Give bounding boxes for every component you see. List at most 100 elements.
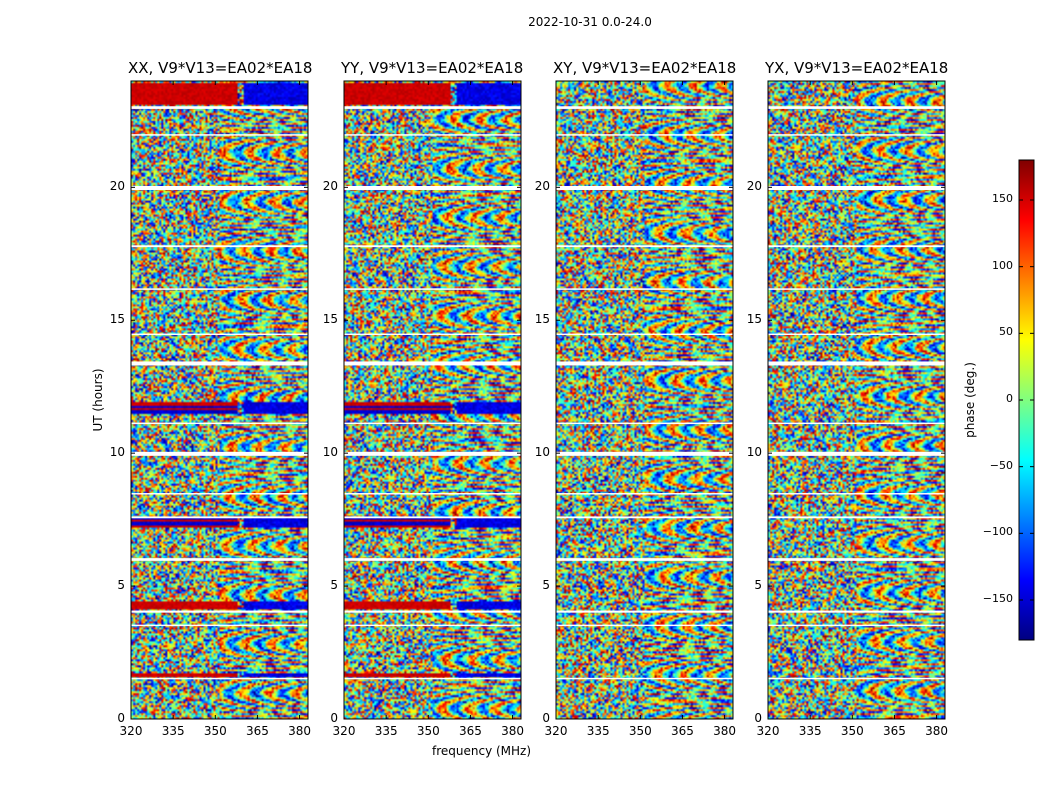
data-gap-band <box>768 451 945 456</box>
data-gap-band <box>556 610 733 613</box>
x-tick-label: 320 <box>756 724 780 738</box>
data-gap-band <box>768 422 945 425</box>
data-gap-band <box>556 333 733 336</box>
y-tick-label: 5 <box>754 578 762 593</box>
x-tick-label: 335 <box>374 724 398 738</box>
x-tick-label: 365 <box>882 724 906 738</box>
y-tick-label: 15 <box>109 312 125 327</box>
data-gap-band <box>768 361 945 366</box>
data-gap-band <box>556 558 733 561</box>
phase-heatmap-1 <box>131 81 308 719</box>
colorbar <box>1018 159 1035 641</box>
data-gap-band <box>556 451 733 456</box>
y-tick-label: 0 <box>754 711 762 725</box>
phase-heatmap-2 <box>344 81 521 719</box>
colorbar-tick-label: −100 <box>982 525 1013 539</box>
colorbar-tick-label: 150 <box>992 192 1013 205</box>
data-gap-band <box>344 677 521 680</box>
colorbar-tick-label: 100 <box>992 258 1013 272</box>
colorbar-tick-label: −50 <box>989 458 1013 472</box>
data-gap-band <box>768 186 945 190</box>
colorbar-tick-label: −150 <box>982 592 1013 605</box>
x-tick-label: 365 <box>458 724 482 738</box>
y-tick-label: 15 <box>322 312 338 327</box>
y-tick-label: 0 <box>117 711 125 725</box>
y-tick-label: 0 <box>542 711 550 725</box>
y-tick-label: 20 <box>534 179 550 194</box>
data-gap-band <box>556 493 733 495</box>
data-gap-band <box>344 422 521 425</box>
x-tick-label: 350 <box>628 724 652 738</box>
data-gap-band <box>344 361 521 366</box>
x-tick-label: 320 <box>544 724 568 738</box>
panel-frame <box>767 80 946 720</box>
data-gap-band <box>768 516 945 519</box>
x-tick-label: 320 <box>332 724 356 738</box>
x-tick-label: 350 <box>840 724 864 738</box>
data-gap-band <box>556 288 733 290</box>
colorbar-label: phase (deg.) <box>963 362 977 438</box>
y-tick-label: 10 <box>746 445 762 460</box>
data-gap-band <box>131 422 308 425</box>
y-axis-label: UT (hours) <box>91 368 105 432</box>
phase-heatmap-4 <box>768 81 945 719</box>
y-tick-label: 20 <box>746 179 762 194</box>
y-tick-label: 5 <box>117 578 125 593</box>
data-gap-band <box>768 134 945 136</box>
data-gap-band <box>131 451 308 456</box>
data-gap-band <box>344 106 521 109</box>
data-gap-band <box>344 288 521 290</box>
data-gap-band <box>556 422 733 425</box>
y-tick-label: 5 <box>330 578 338 593</box>
data-gap-band <box>768 493 945 495</box>
data-gap-band <box>768 558 945 561</box>
x-tick-label: 365 <box>245 724 269 738</box>
y-tick-label: 10 <box>322 445 338 460</box>
data-gap-band <box>131 245 308 248</box>
data-gap-band <box>344 493 521 495</box>
data-gap-band <box>131 493 308 495</box>
data-gap-band <box>131 558 308 561</box>
data-gap-band <box>768 677 945 680</box>
y-tick-label: 5 <box>542 578 550 593</box>
y-tick-label: 15 <box>534 312 550 327</box>
x-tick-label: 380 <box>288 724 312 738</box>
colorbar-tick-label: 0 <box>1006 392 1013 405</box>
y-tick-label: 0 <box>330 711 338 725</box>
y-tick-label: 10 <box>534 445 550 460</box>
data-gap-band <box>556 245 733 248</box>
figure-title: 2022-10-31 0.0-24.0 <box>528 15 652 29</box>
data-gap-band <box>344 610 521 613</box>
data-gap-band <box>768 245 945 248</box>
x-tick-label: 320 <box>119 724 143 738</box>
x-axis-label: frequency (MHz) <box>432 744 532 758</box>
data-gap-band <box>344 186 521 190</box>
data-gap-band <box>131 186 308 190</box>
panel-title: XY, V9*V13=EA02*EA18 <box>553 59 737 77</box>
data-gap-band <box>131 516 308 519</box>
data-gap-band <box>131 677 308 680</box>
panels-layer <box>130 80 946 720</box>
data-gap-band <box>556 134 733 136</box>
data-gap-band <box>556 677 733 680</box>
x-tick-label: 380 <box>501 724 525 738</box>
x-tick-label: 335 <box>798 724 822 738</box>
data-gap-band <box>344 558 521 561</box>
data-gap-band <box>131 624 308 627</box>
data-gap-band <box>768 624 945 627</box>
y-tick-label: 10 <box>109 445 125 460</box>
data-gap-band <box>768 288 945 290</box>
data-gap-band <box>556 186 733 190</box>
data-gap-band <box>344 333 521 336</box>
data-gap-band <box>131 288 308 290</box>
data-gap-band <box>344 451 521 456</box>
data-gap-band <box>131 361 308 366</box>
data-gap-band <box>556 106 733 109</box>
x-tick-label: 380 <box>713 724 737 738</box>
x-tick-label: 350 <box>416 724 440 738</box>
data-gap-band <box>344 134 521 136</box>
x-tick-label: 350 <box>203 724 227 738</box>
data-gap-band <box>131 333 308 336</box>
data-gap-band <box>768 106 945 109</box>
